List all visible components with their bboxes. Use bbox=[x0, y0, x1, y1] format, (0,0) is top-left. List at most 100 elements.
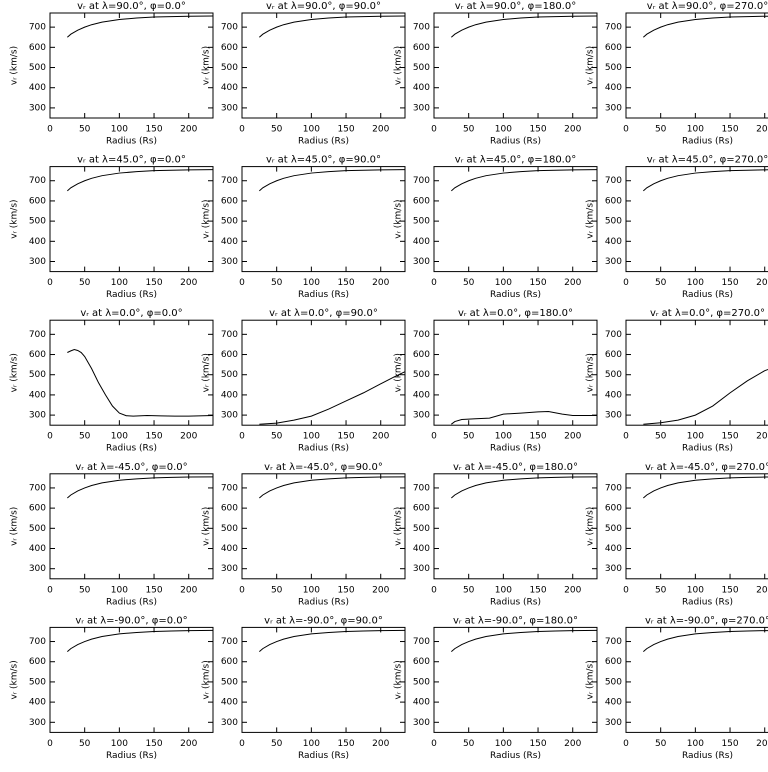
x-tick-label: 50 bbox=[271, 585, 283, 595]
plot-frame bbox=[49, 319, 214, 426]
plot-frame bbox=[625, 166, 768, 273]
data-line bbox=[67, 348, 214, 417]
x-tick-label: 100 bbox=[111, 125, 128, 135]
y-tick-label: 300 bbox=[29, 257, 46, 267]
x-tick-label: 150 bbox=[145, 125, 162, 135]
y-tick-label: 600 bbox=[605, 43, 622, 53]
chart-title: vᵣ at λ=45.0°, φ=0.0° bbox=[77, 155, 186, 166]
x-axis-label: Radius (Rs) bbox=[682, 597, 733, 607]
x-axis-label: Radius (Rs) bbox=[490, 290, 541, 300]
x-axis-label: Radius (Rs) bbox=[106, 751, 157, 761]
x-tick-label: 0 bbox=[623, 125, 629, 135]
chart-title: vᵣ at λ=-45.0°, φ=270.0° bbox=[645, 462, 768, 473]
x-tick-label: 150 bbox=[337, 739, 354, 749]
plot-frame bbox=[49, 473, 214, 580]
y-tick-label: 700 bbox=[413, 23, 430, 33]
x-tick-label: 200 bbox=[372, 278, 389, 288]
x-tick-label: 0 bbox=[623, 432, 629, 442]
y-axis-label: vᵣ (km/s) bbox=[394, 199, 404, 238]
y-tick-label: 400 bbox=[221, 83, 238, 93]
y-tick-label: 400 bbox=[605, 83, 622, 93]
chart-title: vᵣ at λ=90.0°, φ=180.0° bbox=[455, 1, 576, 12]
y-tick-label: 300 bbox=[29, 564, 46, 574]
x-tick-label: 150 bbox=[145, 432, 162, 442]
y-tick-label: 400 bbox=[605, 698, 622, 708]
y-tick-label: 700 bbox=[29, 330, 46, 340]
y-tick-label: 500 bbox=[605, 370, 622, 380]
plot-frame bbox=[433, 319, 598, 426]
x-tick-label: 150 bbox=[529, 585, 546, 595]
x-tick-label: 150 bbox=[529, 125, 546, 135]
x-tick-label: 200 bbox=[180, 125, 197, 135]
x-tick-label: 100 bbox=[687, 739, 704, 749]
y-tick-label: 700 bbox=[29, 176, 46, 186]
y-tick-label: 300 bbox=[221, 718, 238, 728]
x-tick-label: 200 bbox=[180, 739, 197, 749]
x-tick-label: 100 bbox=[495, 739, 512, 749]
y-tick-label: 700 bbox=[221, 330, 238, 340]
y-tick-label: 600 bbox=[413, 504, 430, 514]
x-axis-label: Radius (Rs) bbox=[298, 444, 349, 454]
y-tick-label: 700 bbox=[605, 483, 622, 493]
y-tick-label: 600 bbox=[221, 43, 238, 53]
y-tick-label: 300 bbox=[605, 411, 622, 421]
y-axis-label: vᵣ (km/s) bbox=[586, 46, 596, 85]
y-tick-label: 400 bbox=[605, 544, 622, 554]
x-tick-label: 150 bbox=[145, 278, 162, 288]
x-tick-label: 200 bbox=[180, 278, 197, 288]
y-tick-label: 600 bbox=[605, 657, 622, 667]
y-axis-label: vᵣ (km/s) bbox=[586, 507, 596, 546]
plot-frame bbox=[625, 626, 768, 733]
y-axis-label: vᵣ (km/s) bbox=[586, 199, 596, 238]
y-tick-label: 300 bbox=[221, 257, 238, 267]
y-tick-label: 300 bbox=[413, 257, 430, 267]
x-tick-label: 50 bbox=[79, 585, 91, 595]
x-axis-label: Radius (Rs) bbox=[490, 751, 541, 761]
y-tick-label: 400 bbox=[413, 544, 430, 554]
y-tick-label: 600 bbox=[413, 43, 430, 53]
y-axis-label: vᵣ (km/s) bbox=[586, 353, 596, 392]
y-tick-label: 700 bbox=[413, 483, 430, 493]
chart-title: vᵣ at λ=90.0°, φ=90.0° bbox=[266, 1, 381, 12]
plot-frame bbox=[49, 166, 214, 273]
x-tick-label: 200 bbox=[756, 739, 768, 749]
y-axis-label: vᵣ (km/s) bbox=[10, 660, 20, 699]
y-axis-label: vᵣ (km/s) bbox=[10, 353, 20, 392]
y-tick-label: 400 bbox=[29, 390, 46, 400]
plot-frame bbox=[241, 626, 406, 733]
x-tick-label: 100 bbox=[303, 585, 320, 595]
plot-frame bbox=[241, 12, 406, 119]
data-line bbox=[643, 368, 768, 425]
data-line bbox=[643, 630, 768, 653]
data-line bbox=[643, 476, 768, 499]
y-tick-label: 700 bbox=[605, 330, 622, 340]
y-tick-label: 400 bbox=[605, 390, 622, 400]
y-axis-label: vᵣ (km/s) bbox=[202, 199, 212, 238]
y-tick-label: 700 bbox=[29, 483, 46, 493]
x-tick-label: 50 bbox=[463, 585, 475, 595]
x-tick-label: 50 bbox=[79, 432, 91, 442]
x-tick-label: 200 bbox=[372, 125, 389, 135]
x-tick-label: 50 bbox=[655, 125, 667, 135]
y-tick-label: 400 bbox=[413, 390, 430, 400]
y-tick-label: 500 bbox=[413, 63, 430, 73]
y-tick-label: 300 bbox=[221, 564, 238, 574]
y-tick-label: 700 bbox=[29, 23, 46, 33]
y-axis-label: vᵣ (km/s) bbox=[202, 46, 212, 85]
y-tick-label: 600 bbox=[29, 350, 46, 360]
x-tick-label: 200 bbox=[372, 585, 389, 595]
x-tick-label: 0 bbox=[623, 585, 629, 595]
x-tick-label: 0 bbox=[47, 585, 53, 595]
y-tick-label: 600 bbox=[29, 43, 46, 53]
x-tick-label: 150 bbox=[337, 125, 354, 135]
y-axis-label: vᵣ (km/s) bbox=[394, 353, 404, 392]
x-tick-label: 200 bbox=[756, 278, 768, 288]
x-tick-label: 100 bbox=[303, 432, 320, 442]
x-axis-label: Radius (Rs) bbox=[682, 444, 733, 454]
y-tick-label: 300 bbox=[605, 718, 622, 728]
chart-title: vᵣ at λ=-90.0°, φ=0.0° bbox=[75, 615, 187, 626]
x-tick-label: 150 bbox=[337, 278, 354, 288]
y-tick-label: 400 bbox=[221, 390, 238, 400]
y-tick-label: 500 bbox=[29, 63, 46, 73]
x-axis-label: Radius (Rs) bbox=[106, 290, 157, 300]
